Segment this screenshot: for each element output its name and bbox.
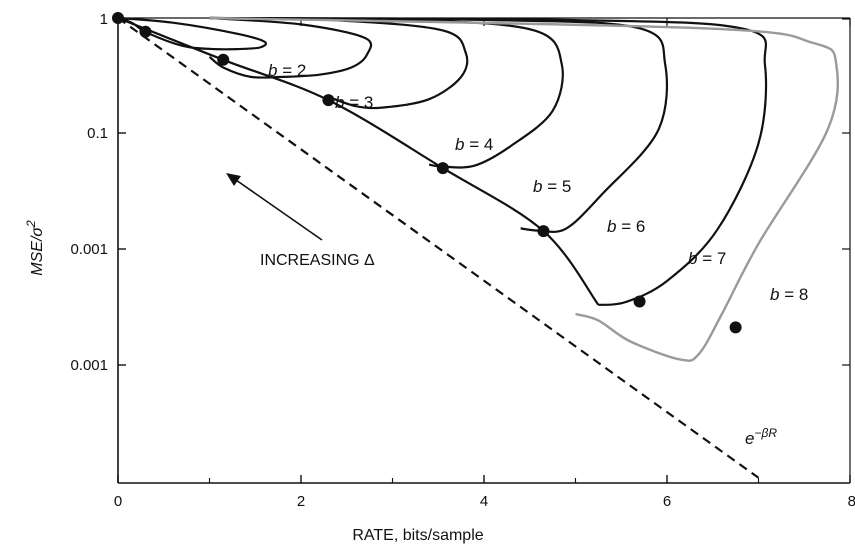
- x-tick-label: 2: [297, 493, 305, 510]
- y-tick-label: 1: [100, 11, 108, 28]
- x-axis-ticks: 0 2 4 6 8: [114, 18, 855, 510]
- curve-b6: [209, 16, 669, 233]
- y-axis-title: MSE/σ2: [24, 220, 46, 276]
- origin-marker: [112, 12, 124, 24]
- curve-label-b4: b = 4: [455, 135, 493, 154]
- data-marker: [217, 53, 230, 66]
- x-axis-title: RATE, bits/sample: [352, 527, 483, 544]
- data-marker: [633, 295, 646, 308]
- y-tick-label: 0.1: [87, 125, 108, 142]
- bound-label: e−βR: [745, 426, 777, 448]
- curve-label-b5: b = 5: [533, 177, 571, 196]
- data-marker: [139, 25, 152, 38]
- curve-label-b6: b = 6: [607, 217, 645, 236]
- curve-label-b7: b = 7: [688, 249, 726, 268]
- plot-frame: [117, 17, 851, 484]
- curve-labels: b = 2 b = 3 b = 4 b = 5 b = 6 b = 7 b = 8: [268, 61, 808, 304]
- increasing-delta-label: INCREASING Δ: [260, 252, 375, 269]
- x-tick-label: 6: [663, 493, 671, 510]
- data-marker: [729, 321, 742, 334]
- curve-label-b2: b = 2: [268, 61, 306, 80]
- curves: [117, 16, 840, 479]
- curve-b8: [209, 16, 840, 362]
- y-tick-label: 0.001: [70, 357, 108, 374]
- curve-label-b3: b = 3: [335, 93, 373, 112]
- curve-label-b8: b = 8: [770, 285, 808, 304]
- x-tick-label: 8: [848, 493, 855, 510]
- bound-line: [117, 17, 760, 479]
- y-axis-ticks: 1 0.1 0.001 0.001: [70, 11, 850, 374]
- x-tick-label: 0: [114, 493, 122, 510]
- increasing-delta-annotation: INCREASING Δ: [226, 173, 375, 269]
- data-marker: [436, 162, 449, 175]
- x-tick-label: 4: [480, 493, 488, 510]
- y-tick-label: 0.001: [70, 241, 108, 258]
- markers: [112, 12, 742, 334]
- curve-b3: [208, 16, 373, 79]
- arrowhead-icon: [226, 173, 241, 186]
- data-marker: [537, 225, 550, 238]
- data-marker: [322, 94, 335, 107]
- direction-arrow: [235, 179, 323, 241]
- curve-b7: [209, 16, 768, 306]
